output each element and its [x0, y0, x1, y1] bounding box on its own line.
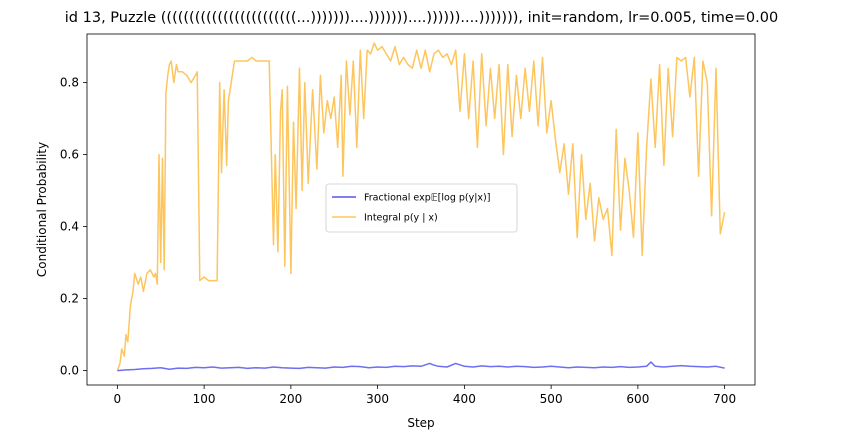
series-line-fractional	[117, 361, 725, 372]
y-tick-label: 0.0	[60, 364, 79, 378]
x-tick-label: 200	[279, 392, 302, 406]
y-tick-label: 0.8	[60, 76, 79, 90]
x-tick-label: 700	[713, 392, 736, 406]
x-tick-label: 0	[114, 392, 122, 406]
x-tick-label: 600	[626, 392, 649, 406]
y-tick-label: 0.6	[60, 148, 79, 162]
plot-area	[116, 42, 726, 372]
legend-box	[325, 183, 518, 233]
legend-label-fractional: Fractional exp𝔼[log p(y|x)]	[364, 193, 490, 204]
y-axis: 0.0 0.2 0.4 0.6 0.8	[60, 76, 87, 378]
x-axis: 0 100 200 300 400 500 600 700	[114, 385, 736, 406]
x-tick-label: 100	[193, 392, 216, 406]
y-tick-label: 0.2	[60, 292, 79, 306]
x-tick-label: 400	[453, 392, 476, 406]
x-tick-label: 500	[540, 392, 563, 406]
legend: Fractional exp𝔼[log p(y|x)] Integral p(y…	[325, 183, 518, 233]
chart-title: id 13, Puzzle ((((((((((((((((((((((((..…	[65, 10, 778, 26]
series-line-integral	[116, 42, 726, 371]
x-tick-label: 300	[366, 392, 389, 406]
y-tick-label: 0.4	[60, 220, 79, 234]
x-axis-label: Step	[407, 416, 434, 430]
legend-label-integral: Integral p(y | x)	[364, 213, 438, 224]
plot-frame	[86, 33, 756, 386]
y-axis-label: Conditional Probability	[35, 142, 49, 277]
